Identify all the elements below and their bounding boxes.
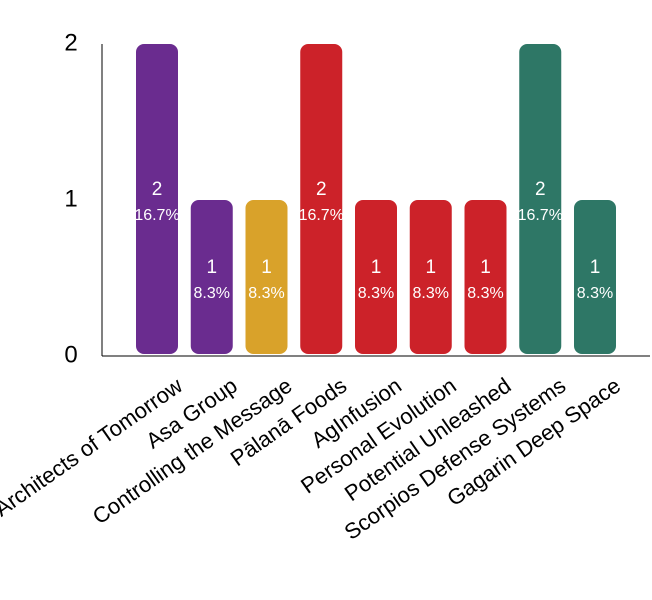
bar-value-label: 1 — [371, 257, 382, 278]
bar — [409, 200, 452, 354]
bar — [136, 44, 178, 354]
bar — [355, 200, 397, 354]
bar-percent-label: 8.3% — [248, 285, 284, 302]
bar-value-label: 1 — [590, 257, 601, 278]
bar-value-label: 1 — [480, 257, 491, 278]
bar-percent-label: 8.3% — [194, 285, 230, 302]
bar-percent-label: 8.3% — [577, 285, 613, 302]
bar — [300, 44, 343, 354]
bar-percent-label: 8.3% — [358, 285, 394, 302]
bar — [245, 200, 288, 354]
y-tick-label: 0 — [64, 341, 77, 368]
bar — [574, 200, 616, 354]
bar-value-label: 2 — [152, 179, 163, 200]
bar-percent-label: 16.7% — [518, 207, 563, 224]
bar — [190, 200, 233, 354]
bar — [464, 200, 507, 354]
y-tick-label: 2 — [64, 29, 77, 56]
bar-percent-label: 16.7% — [134, 207, 179, 224]
bar-value-label: 1 — [261, 257, 272, 278]
bar — [519, 44, 562, 354]
bar-percent-label: 16.7% — [299, 207, 344, 224]
bar-value-label: 2 — [535, 179, 546, 200]
y-tick-label: 1 — [64, 185, 77, 212]
bar-value-label: 1 — [425, 257, 436, 278]
bar-value-label: 2 — [316, 179, 327, 200]
bar-percent-label: 8.3% — [467, 285, 503, 302]
bar-value-label: 1 — [206, 257, 217, 278]
bar-percent-label: 8.3% — [413, 285, 449, 302]
